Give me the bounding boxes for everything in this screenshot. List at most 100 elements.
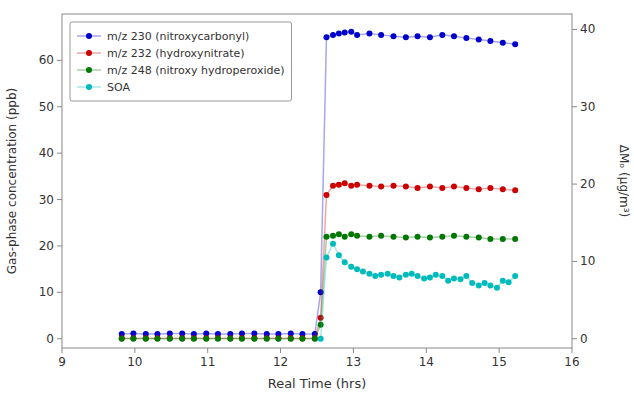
point: [476, 186, 482, 192]
point: [427, 184, 433, 190]
point: [336, 252, 342, 258]
y2-tick: [572, 338, 577, 339]
point: [451, 33, 457, 39]
point: [239, 336, 245, 342]
point: [203, 335, 209, 341]
x-tick-label: 16: [564, 355, 579, 369]
point: [476, 235, 482, 241]
point: [275, 335, 281, 341]
series-line: [122, 234, 515, 338]
x-axis-label: Real Time (hrs): [268, 376, 367, 391]
point: [463, 185, 469, 191]
point: [487, 236, 493, 242]
point: [312, 335, 318, 341]
point: [203, 336, 209, 342]
point: [439, 234, 445, 240]
y2-tick: [572, 184, 577, 185]
y-tick-label: 10: [39, 285, 54, 299]
point: [366, 271, 372, 277]
point: [451, 275, 457, 281]
point: [487, 185, 493, 191]
y-tick-label: 0: [46, 332, 54, 346]
x-tick: [426, 348, 427, 353]
point: [469, 280, 475, 286]
y-tick: [57, 60, 62, 61]
point: [415, 234, 421, 240]
point: [354, 182, 360, 188]
y-tick: [57, 245, 62, 246]
point: [512, 236, 518, 242]
y-tick-label: 60: [39, 53, 54, 67]
point: [318, 322, 324, 328]
x-tick: [134, 348, 135, 353]
point: [227, 336, 233, 342]
point: [439, 273, 445, 279]
legend-label: SOA: [107, 81, 130, 94]
point: [154, 335, 160, 341]
y-tick-label: 30: [39, 193, 54, 207]
point: [348, 29, 354, 35]
point: [191, 335, 197, 341]
x-tick-label: 10: [127, 355, 142, 369]
y-tick: [57, 292, 62, 293]
y2-tick-label: 0: [580, 332, 588, 346]
point: [378, 184, 384, 190]
point: [288, 336, 294, 342]
point: [403, 272, 409, 278]
y2-axis-label: ΔMₒ (μg/m³): [617, 145, 631, 218]
point: [323, 255, 329, 261]
point: [512, 41, 518, 47]
point: [506, 279, 512, 285]
point: [403, 34, 409, 40]
point: [378, 233, 384, 239]
point: [119, 335, 125, 341]
point: [179, 335, 185, 341]
y2-tick: [572, 261, 577, 262]
point: [342, 259, 348, 265]
point: [323, 34, 329, 40]
point: [391, 273, 397, 279]
point: [403, 235, 409, 241]
x-tick: [499, 348, 500, 353]
point: [167, 335, 173, 341]
x-tick: [280, 348, 281, 353]
point: [366, 234, 372, 240]
point: [366, 30, 372, 36]
legend-label: m/z 230 (nitroxycarbonyl): [107, 30, 249, 43]
point: [391, 183, 397, 189]
y-tick: [57, 199, 62, 200]
point: [421, 275, 427, 281]
point: [487, 282, 493, 288]
point: [215, 335, 221, 341]
point: [251, 335, 257, 341]
point: [500, 278, 506, 284]
point: [191, 336, 197, 342]
point: [427, 34, 433, 40]
point: [299, 335, 305, 341]
y2-tick-label: 10: [580, 254, 595, 268]
x-tick: [207, 348, 208, 353]
point: [500, 40, 506, 46]
y2-tick-label: 20: [580, 177, 595, 191]
point: [439, 32, 445, 38]
point: [154, 336, 160, 342]
point: [391, 234, 397, 240]
plot-frame: [62, 14, 572, 348]
point: [143, 335, 149, 341]
point: [476, 37, 482, 43]
point: [378, 32, 384, 38]
point: [342, 180, 348, 186]
legend-label: m/z 248 (nitroxy hydroperoxide): [107, 64, 285, 77]
y2-tick-label: 40: [580, 22, 595, 36]
point: [342, 234, 348, 240]
x-tick: [353, 348, 354, 353]
point: [451, 184, 457, 190]
point: [415, 185, 421, 191]
point: [415, 273, 421, 279]
point: [264, 335, 270, 341]
x-tick: [572, 348, 573, 353]
point: [215, 336, 221, 342]
point: [330, 32, 336, 38]
x-tick: [62, 348, 63, 353]
y-tick-label: 50: [39, 100, 54, 114]
